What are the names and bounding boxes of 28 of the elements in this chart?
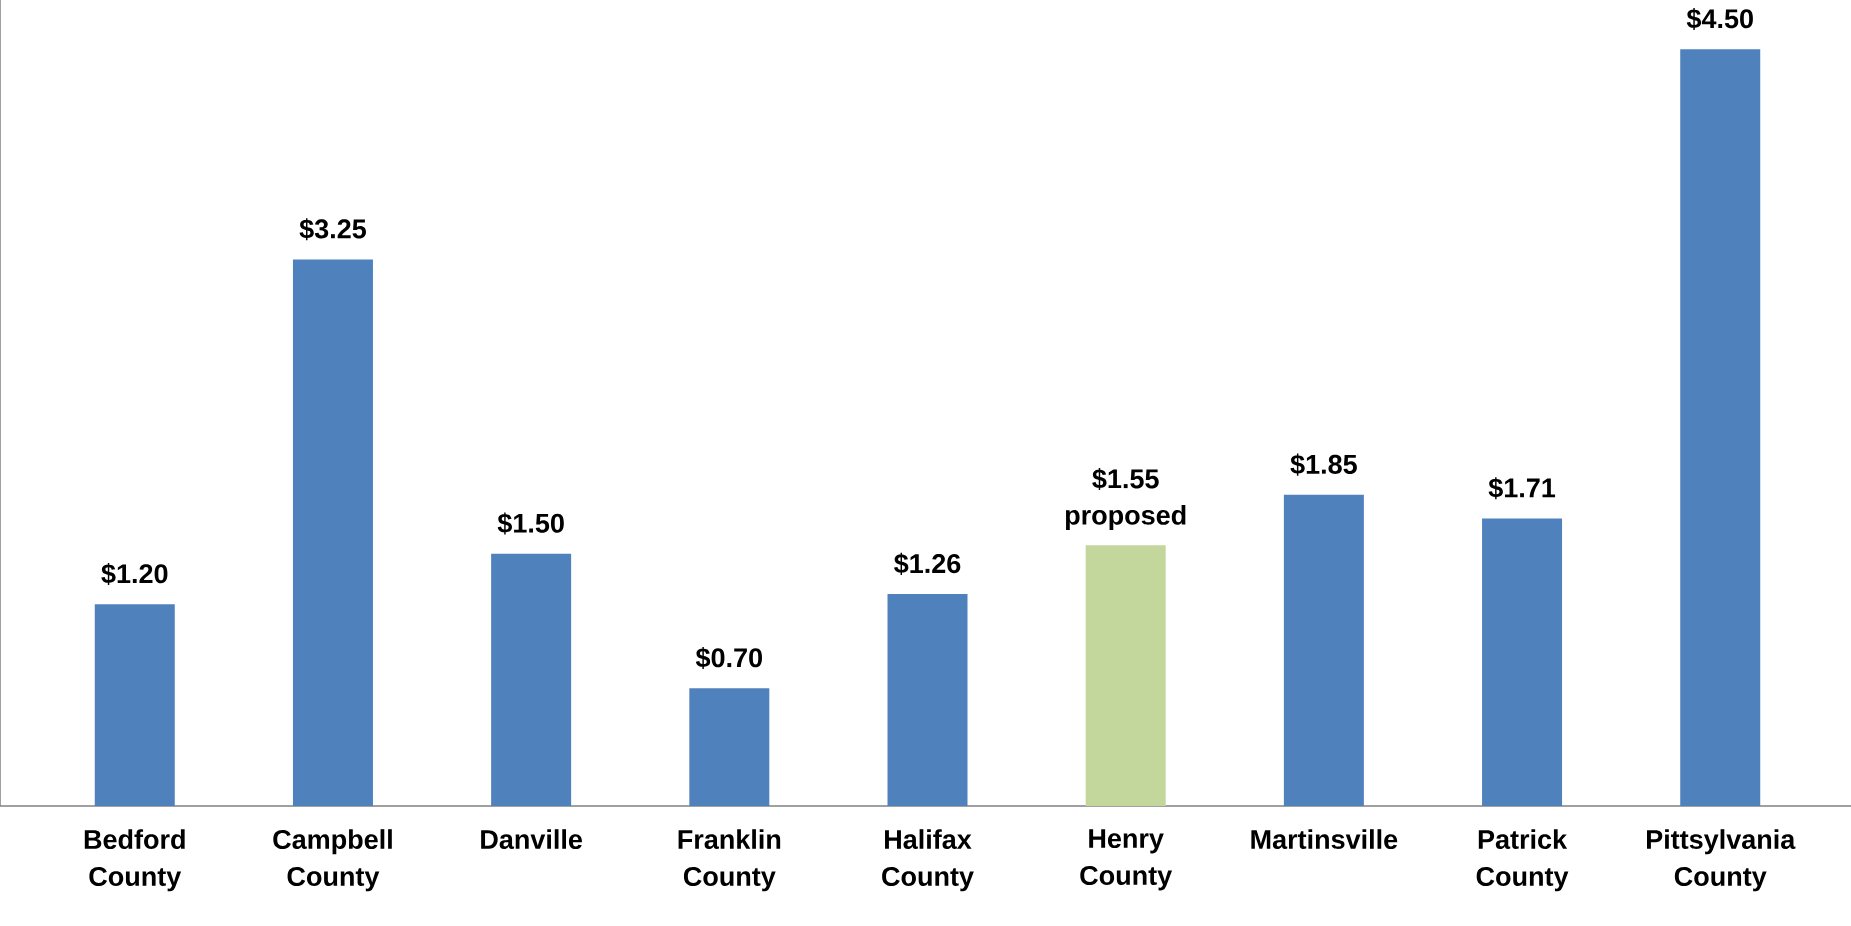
bar — [1283, 494, 1364, 806]
x-tick-label: Patrick County — [1476, 829, 1569, 892]
bar — [1680, 49, 1761, 806]
bar — [689, 688, 770, 806]
x-tick-label: Danville — [481, 829, 582, 850]
data-label: $3.25 — [299, 218, 366, 241]
data-label: $1.20 — [101, 562, 168, 585]
data-label: $1.55 — [1092, 468, 1159, 491]
data-label: $0.70 — [695, 647, 762, 670]
data-label: $1.26 — [894, 552, 961, 575]
x-tick-label: Henry County — [1080, 829, 1173, 891]
x-tick-label: Martinsville — [1251, 829, 1398, 850]
data-label: $1.85 — [1290, 453, 1357, 476]
bar — [292, 259, 373, 806]
data-label: $4.50 — [1686, 7, 1753, 30]
bar — [1482, 518, 1563, 806]
bar — [887, 594, 968, 806]
bar — [94, 604, 175, 806]
bar — [491, 553, 572, 806]
x-tick-label: Bedford County — [84, 829, 185, 892]
x-tick-label: Halifax County — [882, 829, 974, 892]
x-tick-label: Pittsylvania County — [1647, 829, 1796, 892]
bar — [1085, 545, 1166, 806]
x-tick-label: Franklin County — [678, 829, 781, 892]
data-label: $1.50 — [497, 512, 564, 535]
data-label: $1.71 — [1488, 477, 1556, 500]
annotation: proposed — [1065, 504, 1186, 531]
x-tick-label: Campbell County — [273, 829, 392, 892]
